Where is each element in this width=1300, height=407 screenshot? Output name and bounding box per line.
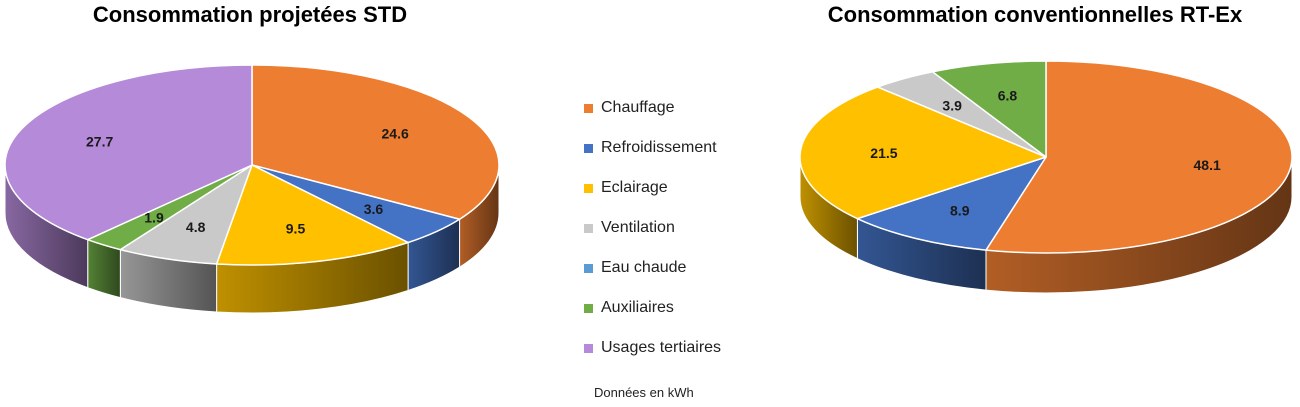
legend-item: Eclairage — [584, 168, 721, 208]
legend-item: Chauffage — [584, 88, 721, 128]
data-label: 24.6 — [382, 125, 409, 141]
legend-swatch — [584, 303, 593, 313]
data-label: 3.6 — [364, 201, 384, 217]
data-label: 27.7 — [86, 134, 113, 150]
pie-slice-chauffage — [985, 60, 1293, 254]
legend-swatch — [584, 143, 593, 153]
data-label: 48.1 — [1194, 157, 1221, 173]
legend-swatch — [584, 263, 593, 273]
legend-label: Auxiliaires — [601, 299, 674, 316]
legend-swatch — [584, 103, 593, 113]
pie-slice-eclairage — [799, 86, 1047, 220]
data-label: 1.9 — [144, 210, 164, 226]
right-pie-chart: 48.1 8.9 21.5 3.9 6.8 — [799, 60, 1293, 294]
legend-label: Chauffage — [601, 99, 675, 116]
legend-item: Ventilation — [584, 208, 721, 248]
legend-label: Eclairage — [601, 179, 668, 196]
data-label: 4.8 — [186, 219, 206, 235]
data-label: 9.5 — [286, 221, 306, 237]
legend-swatch — [584, 343, 593, 353]
legend-swatch — [584, 183, 593, 193]
units-note: Données en kWh — [594, 385, 694, 400]
data-label: 6.8 — [998, 87, 1018, 103]
legend-label: Eau chaude — [601, 259, 687, 276]
legend-label: Usages tertiaires — [601, 339, 722, 356]
legend-swatch — [584, 223, 593, 233]
legend: Chauffage Refroidissement Eclairage Vent… — [584, 88, 721, 368]
pie-slice-auxiliaires — [931, 60, 1047, 158]
left-pie-chart: 24.6 3.6 9.5 4.8 1.9 27.7 — [4, 64, 500, 314]
pie-slice-refroidissement — [856, 156, 1047, 251]
data-label: 8.9 — [950, 203, 970, 219]
left-chart-title: Consommation projetées STD — [92, 2, 408, 27]
pie-slice-usages-tertiaires — [4, 64, 253, 241]
legend-item: Usages tertiaires — [584, 328, 721, 368]
legend-label: Ventilation — [601, 219, 675, 236]
pie-slice-eclairage — [215, 164, 409, 266]
legend-item: Refroidissement — [584, 128, 721, 168]
legend-item: Eau chaude — [584, 248, 721, 288]
data-label: 3.9 — [942, 97, 962, 113]
right-chart-title: Consommation conventionnelles RT-Ex — [827, 2, 1243, 27]
legend-item: Auxiliaires — [584, 288, 721, 328]
legend-label: Refroidissement — [601, 139, 717, 156]
data-label: 21.5 — [870, 145, 897, 161]
